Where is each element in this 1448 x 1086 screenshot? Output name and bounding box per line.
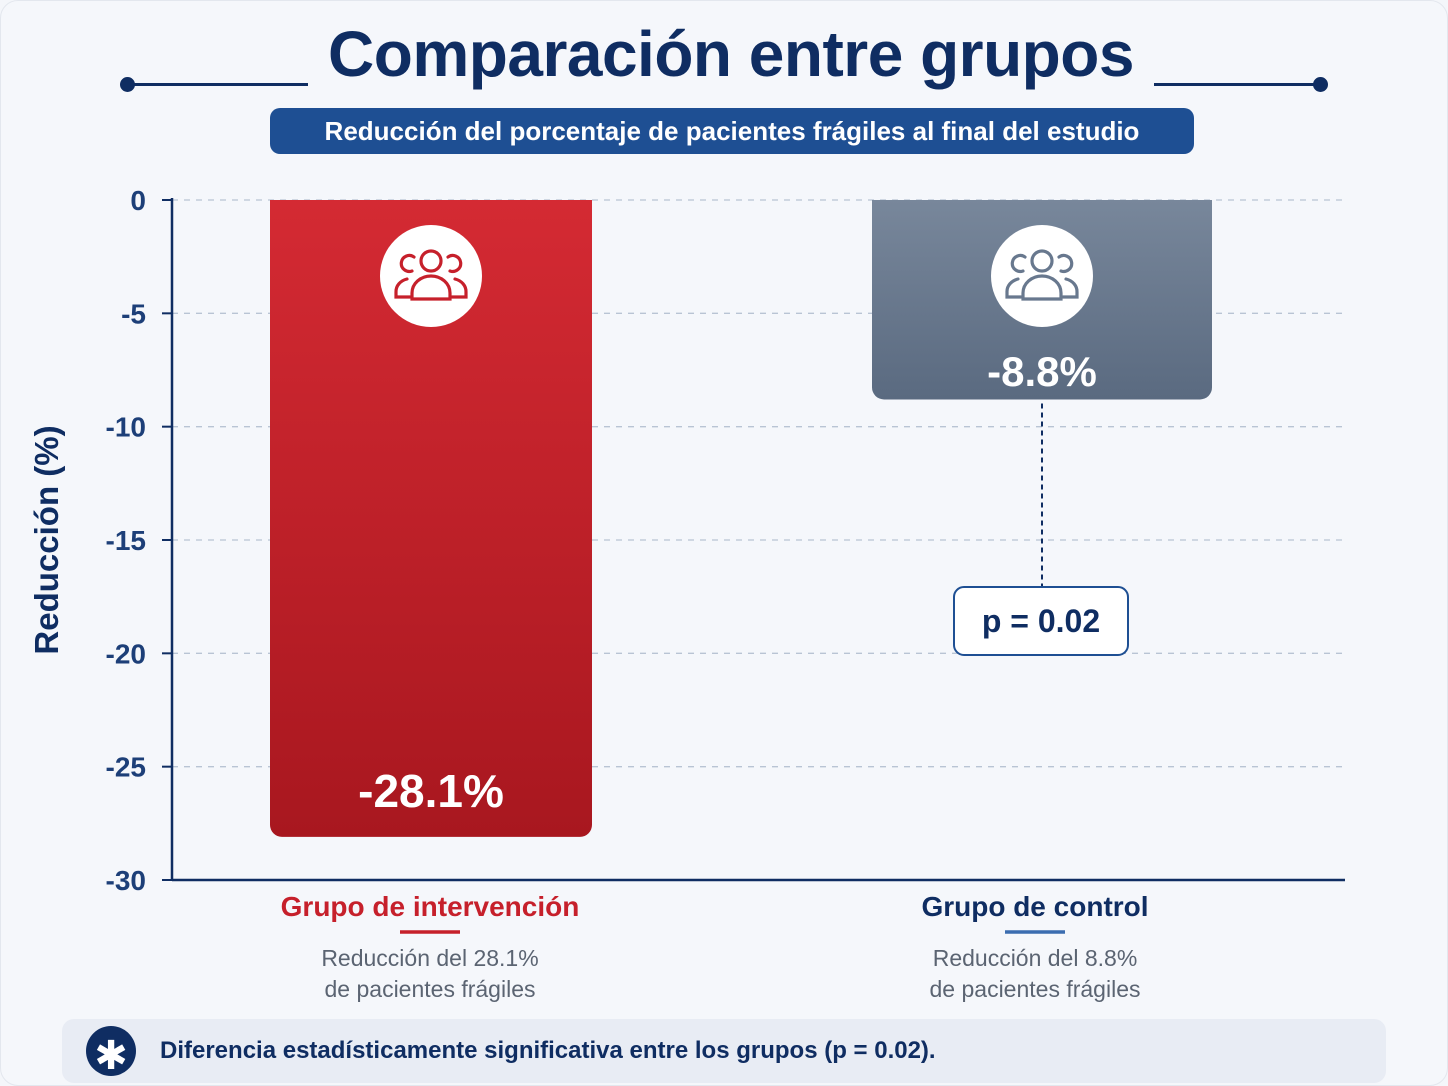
y-tick-label: -25	[106, 752, 146, 783]
data-label: -28.1%	[358, 765, 504, 817]
y-tick-label: -20	[106, 638, 146, 669]
category-label: Grupo de intervención	[281, 891, 580, 922]
footer-note: ✱ Diferencia estadísticamente significat…	[62, 1019, 1386, 1083]
footer-text: Diferencia estadísticamente significativ…	[160, 1037, 936, 1064]
users-group-icon	[394, 249, 468, 301]
title-decor-dot-right	[1313, 77, 1328, 92]
p-value-box	[953, 586, 1129, 656]
chart-title: Comparación entre grupos	[328, 18, 1134, 90]
category-description: de pacientes frágiles	[930, 976, 1141, 1002]
users-group-icon	[1005, 249, 1079, 301]
bar-intervention	[270, 200, 592, 837]
title-decor-line-left	[128, 83, 308, 86]
category-description: Reducción del 28.1%	[321, 945, 538, 971]
y-axis-label: Reducción (%)	[28, 425, 65, 654]
y-tick-label: -30	[106, 865, 146, 896]
category-label: Grupo de control	[921, 891, 1148, 922]
title-decor-dot-left	[120, 77, 135, 92]
data-label: -8.8%	[987, 348, 1097, 395]
chart-subtitle: Reducción del porcentaje de pacientes fr…	[270, 108, 1194, 154]
y-tick-label: 0	[130, 185, 146, 216]
bar-chart: 0 -5 -10 -15 -20 -25 -30 Reducción (%) -28.1% Gr…	[28, 185, 1345, 1002]
category-description: Reducción del 8.8%	[933, 945, 1138, 971]
title-decor-line-right	[1154, 83, 1320, 86]
p-value-label: p = 0.02	[982, 603, 1100, 639]
y-tick-label: -15	[106, 525, 146, 556]
title-row: Comparación entre grupos	[118, 14, 1330, 94]
y-tick-label: -5	[121, 298, 146, 329]
category-description: de pacientes frágiles	[325, 976, 536, 1002]
y-tick-label: -10	[106, 412, 146, 443]
asterisk-icon: ✱	[86, 1026, 136, 1078]
